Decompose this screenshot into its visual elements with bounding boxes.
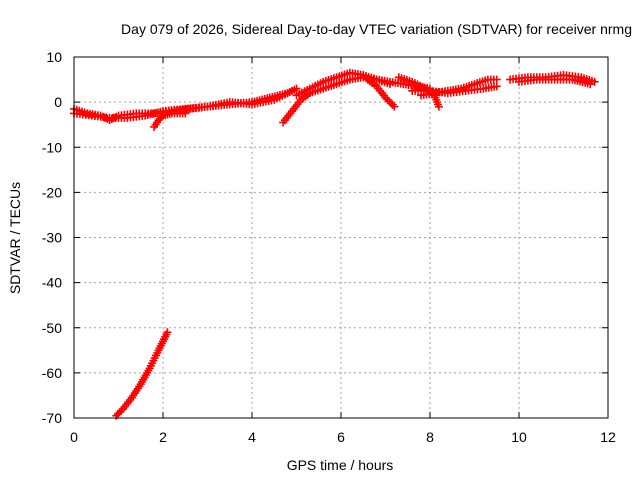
series-track-c [150, 109, 190, 131]
y-tick-label: 10 [46, 49, 62, 65]
x-tick-label: 2 [159, 429, 167, 445]
data-point [586, 80, 595, 89]
data-point [383, 95, 392, 104]
y-tick-label: -60 [42, 365, 62, 381]
series-track-i [408, 82, 501, 98]
data-point [181, 109, 190, 118]
data-point [381, 93, 390, 102]
data-point [292, 84, 301, 93]
x-tick-label: 6 [337, 429, 345, 445]
series-track-k [515, 75, 595, 89]
data-point [163, 328, 172, 337]
x-tick-label: 12 [600, 429, 616, 445]
y-tick-label: -10 [42, 139, 62, 155]
axes: 0 2 4 6 8 10 12 -70 -60 -50 -40 -30 -20 -10 0 10 [42, 49, 616, 445]
y-tick-label: -70 [42, 410, 62, 426]
data-point [388, 100, 397, 109]
data-point [390, 102, 399, 111]
y-tick-label: 0 [54, 94, 62, 110]
data-point [492, 75, 501, 84]
data-point [386, 99, 395, 108]
chart-title: Day 079 of 2026, Sidereal Day-to-day VTE… [121, 21, 632, 37]
y-tick-label: -30 [42, 230, 62, 246]
data-point [385, 97, 394, 106]
y-tick-label: -40 [42, 275, 62, 291]
grid [74, 57, 608, 418]
x-tick-label: 10 [511, 429, 527, 445]
x-tick-label: 0 [70, 429, 78, 445]
series-track-l [112, 328, 172, 420]
data-point [590, 77, 599, 86]
x-tick-label: 4 [248, 429, 256, 445]
y-axis-label: SDTVAR / TECUs [7, 182, 23, 294]
data-point [283, 89, 292, 98]
x-tick-label: 8 [426, 429, 434, 445]
data-marks [70, 68, 599, 420]
x-axis-label: GPS time / hours [287, 457, 394, 473]
data-point [434, 102, 443, 111]
data-point [492, 82, 501, 91]
y-tick-label: -50 [42, 320, 62, 336]
series-track-f [363, 75, 399, 111]
y-tick-label: -20 [42, 184, 62, 200]
